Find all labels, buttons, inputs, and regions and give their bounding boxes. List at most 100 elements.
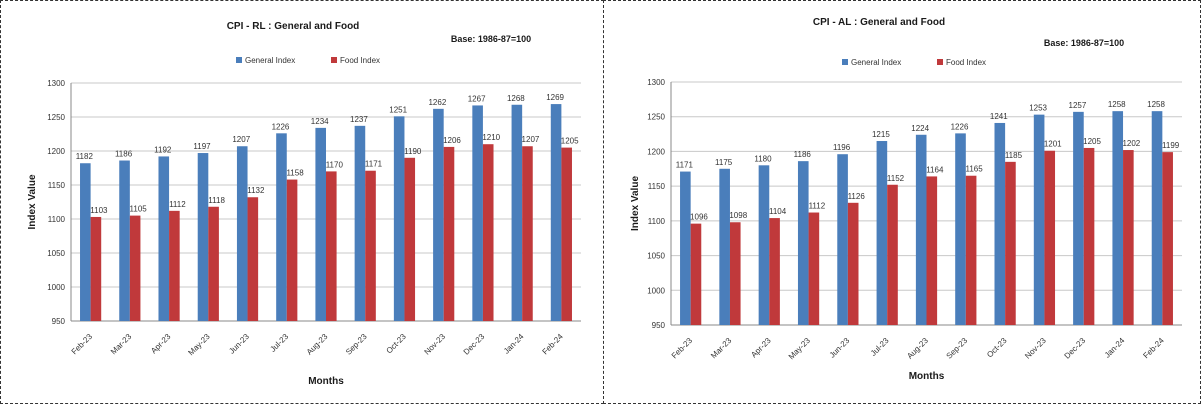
x-tick-label: Nov-23 [1023, 336, 1048, 361]
bar [561, 147, 572, 321]
data-label: 1096 [690, 213, 708, 222]
bar [729, 222, 741, 325]
bar [1005, 161, 1016, 325]
data-label: 1205 [561, 137, 579, 146]
bar [926, 176, 938, 325]
bar [393, 116, 405, 321]
bar [847, 202, 859, 325]
data-label: 1226 [951, 122, 969, 131]
x-axis-title: Months [308, 376, 344, 387]
x-tick-label: Dec-23 [1063, 336, 1088, 361]
data-label: 1262 [428, 98, 446, 107]
bar [247, 197, 259, 321]
x-tick-label: Sep-23 [945, 336, 970, 361]
bar [129, 215, 141, 321]
x-tick-label: Nov-23 [423, 332, 448, 357]
bar [915, 134, 927, 325]
bar [443, 146, 455, 321]
chart-panel-rl: 950 1000 1050 1100 1150 1200 1250 1300 CPI - RL … [0, 0, 604, 404]
bar [522, 146, 533, 321]
bar [197, 153, 209, 321]
bar [1083, 147, 1095, 325]
x-tick-label: Apr-23 [749, 336, 773, 360]
data-label: 1192 [154, 145, 172, 154]
data-label: 1126 [848, 192, 866, 201]
y-tick-label: 1250 [47, 113, 65, 122]
x-tick-label: Jun-23 [227, 332, 251, 356]
bar [511, 104, 523, 321]
data-label: 1158 [286, 169, 304, 178]
bar [758, 165, 770, 325]
data-label: 1268 [507, 94, 525, 103]
data-label: 1152 [887, 174, 905, 183]
bar [1123, 150, 1134, 325]
y-tick-label: 1100 [648, 217, 666, 226]
data-label: 1164 [926, 165, 944, 174]
x-axis-title: Months [909, 371, 945, 382]
data-label: 1205 [1083, 137, 1101, 146]
bar [80, 163, 91, 321]
legend-swatch [937, 59, 943, 65]
bar [1162, 152, 1173, 325]
data-label: 1170 [326, 160, 344, 169]
bar [119, 160, 130, 321]
bar [354, 125, 366, 321]
x-tick-label: May-23 [186, 332, 212, 358]
bar [90, 216, 102, 321]
data-label: 1104 [769, 207, 787, 216]
data-label: 1175 [715, 158, 733, 167]
legend-label: General Index [851, 58, 901, 67]
chart-al: 950 1000 1050 1100 1150 1200 1250 1300 CPI - AL … [630, 17, 1182, 382]
bar [808, 212, 820, 325]
y-tick-label: 1300 [647, 78, 665, 87]
bar [719, 168, 730, 325]
data-label: 1165 [966, 165, 984, 174]
chart-rl: 950 1000 1050 1100 1150 1200 1250 1300 CPI - RL … [27, 21, 581, 387]
bar [365, 170, 376, 321]
data-label: 1197 [193, 142, 211, 151]
data-label: 1269 [546, 93, 564, 102]
bar [433, 108, 444, 321]
bar [326, 171, 337, 321]
y-tick-label: 950 [52, 317, 66, 326]
data-label: 1253 [1029, 104, 1047, 113]
y-tick-label: 1200 [47, 147, 65, 156]
bar [482, 144, 494, 321]
y-tick-label: 1100 [48, 215, 66, 224]
bar [837, 154, 848, 325]
data-label: 1196 [833, 143, 851, 152]
bar [236, 146, 248, 321]
bar [876, 141, 888, 325]
bar [965, 175, 977, 325]
y-tick-label: 1000 [647, 286, 665, 295]
data-label: 1112 [809, 202, 826, 211]
data-label: 1103 [90, 206, 108, 215]
data-label: 1185 [1005, 151, 1023, 160]
y-tick-label: 1050 [47, 249, 65, 258]
data-label: 1190 [404, 147, 422, 156]
data-label: 1258 [1147, 100, 1165, 109]
x-tick-label: Apr-23 [149, 332, 173, 356]
legend-label: General Index [245, 56, 295, 65]
x-tick-label: Jan-24 [1103, 336, 1127, 360]
data-label: 1199 [1162, 141, 1180, 150]
data-label: 1258 [1108, 100, 1126, 109]
y-axis-title: Index Value [27, 174, 38, 229]
bar [1073, 111, 1084, 326]
chart-panel-al: 950 1000 1050 1100 1150 1200 1250 1300 CPI - AL … [603, 0, 1201, 404]
bar [797, 161, 809, 325]
data-label: 1186 [115, 150, 133, 159]
data-label: 1224 [911, 124, 929, 133]
y-tick-label: 1050 [647, 252, 665, 261]
data-label: 1251 [389, 105, 407, 114]
chart-subtitle: Base: 1986-87=100 [451, 34, 531, 44]
x-tick-label: Dec-23 [462, 332, 487, 357]
data-label: 1112 [169, 200, 186, 209]
x-tick-label: Jul-23 [869, 336, 891, 358]
data-label: 1241 [990, 112, 1008, 121]
data-label: 1206 [443, 136, 461, 145]
y-tick-label: 1200 [647, 147, 665, 156]
bar [315, 127, 326, 321]
bar [404, 157, 416, 321]
data-label: 1207 [522, 135, 540, 144]
